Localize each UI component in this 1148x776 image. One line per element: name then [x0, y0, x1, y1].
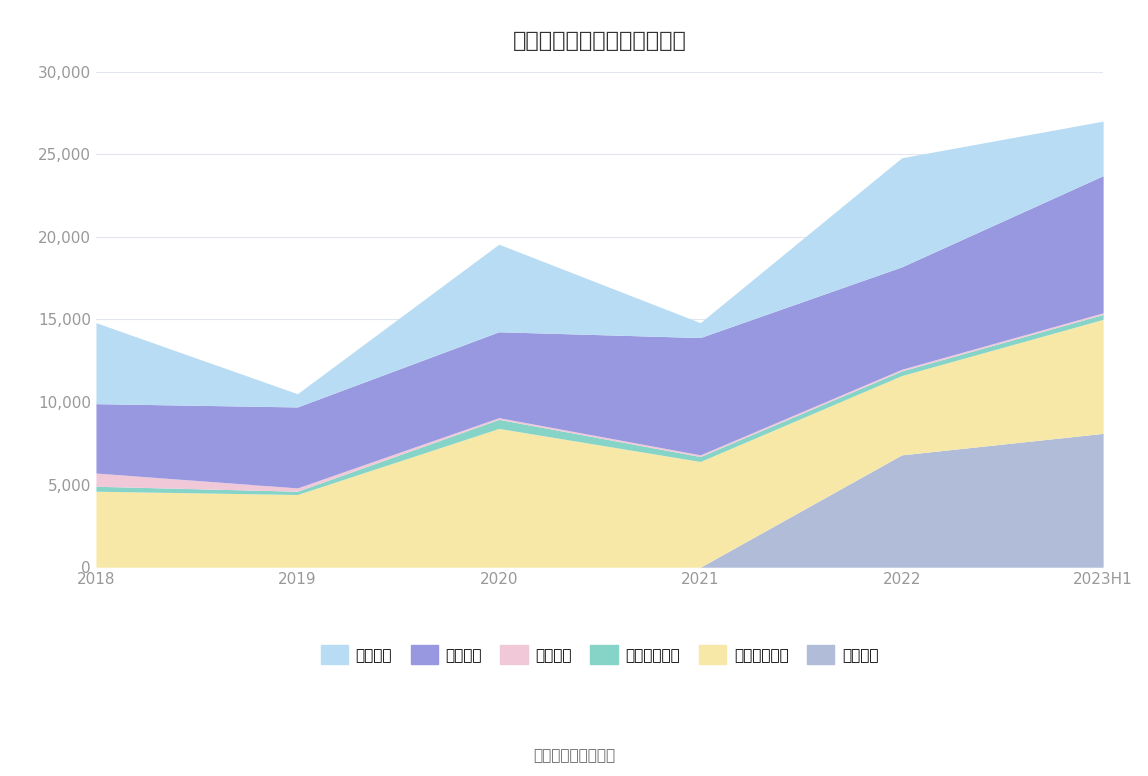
Text: 数据来源：恒生聚源: 数据来源：恒生聚源: [533, 749, 615, 764]
Title: 历年主要负债堆积图（万元）: 历年主要负债堆积图（万元）: [513, 30, 687, 50]
Legend: 短期借款, 应付账款, 预收款项, 应付职工薪酬, 其他流动负债, 长期借款: 短期借款, 应付账款, 预收款项, 应付职工薪酬, 其他流动负债, 长期借款: [315, 639, 885, 670]
